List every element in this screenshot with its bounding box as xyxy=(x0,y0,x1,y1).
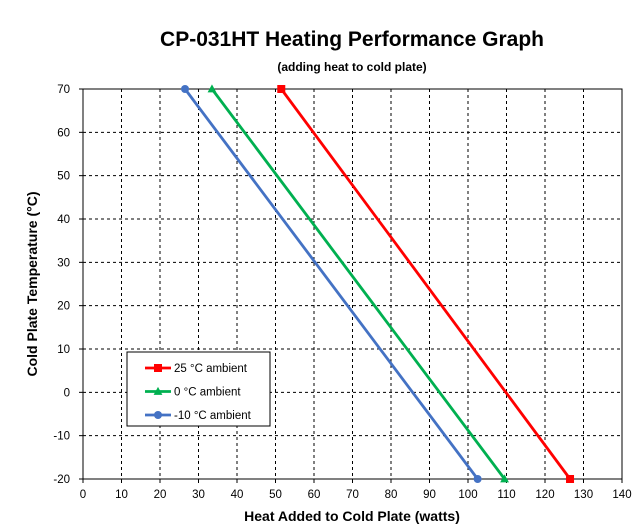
x-tick-label: 100 xyxy=(458,489,477,501)
x-tick-label: 0 xyxy=(80,489,86,501)
data-point xyxy=(181,85,190,93)
x-tick-label: 30 xyxy=(192,489,205,501)
y-tick-label: 0 xyxy=(64,387,70,399)
x-tick-label: 80 xyxy=(385,489,398,501)
x-tick-label: 140 xyxy=(612,489,631,501)
data-point xyxy=(277,85,286,93)
data-point xyxy=(473,475,482,483)
series-line xyxy=(183,88,479,480)
series-2 xyxy=(207,84,509,483)
y-tick-label: 20 xyxy=(57,301,70,313)
x-tick-label: 40 xyxy=(231,489,244,501)
y-axis-label: Cold Plate Temperature (°C) xyxy=(24,191,40,376)
y-tick-label: 50 xyxy=(57,171,70,183)
legend-marker xyxy=(154,364,162,372)
legend-item: 0 °C ambient xyxy=(145,387,241,399)
x-tick-label: 90 xyxy=(423,489,436,501)
x-axis-ticks: 0 10 20 30 40 50 60 70 80 90 100 110 120 130 140 xyxy=(80,479,632,501)
chart-title: CP-031HT Heating Performance Graph xyxy=(160,28,544,51)
legend-marker xyxy=(154,411,162,419)
x-tick-label: 60 xyxy=(308,489,321,501)
series-line xyxy=(280,88,572,480)
x-tick-label: 50 xyxy=(269,489,282,501)
y-tick-label: 30 xyxy=(57,257,70,269)
x-tick-label: 70 xyxy=(346,489,359,501)
x-tick-label: 120 xyxy=(535,489,554,501)
y-tick-label: -10 xyxy=(53,431,70,443)
legend: 25 °C ambient 0 °C ambient -10 °C ambient xyxy=(126,351,271,427)
y-tick-label: 70 xyxy=(57,84,70,96)
data-point xyxy=(207,84,217,93)
legend-item: -10 °C ambient xyxy=(145,410,252,422)
legend-label: 25 °C ambient xyxy=(174,363,248,375)
series xyxy=(181,84,575,483)
x-tick-label: 10 xyxy=(115,489,128,501)
data-point xyxy=(566,475,575,483)
legend-label: -10 °C ambient xyxy=(174,410,252,422)
legend-label: 0 °C ambient xyxy=(174,387,241,399)
legend-marker xyxy=(153,386,163,395)
y-tick-label: 10 xyxy=(57,344,70,356)
data-point xyxy=(500,474,509,483)
series-1 xyxy=(277,85,575,483)
x-axis-label: Heat Added to Cold Plate (watts) xyxy=(244,508,460,524)
x-tick-label: 110 xyxy=(497,489,515,501)
y-tick-label: 40 xyxy=(57,214,70,226)
x-tick-label: 130 xyxy=(574,489,593,501)
series-3 xyxy=(181,85,482,483)
y-tick-label: 60 xyxy=(57,127,70,139)
series-line xyxy=(210,88,506,480)
legend-item: 25 °C ambient xyxy=(145,363,248,375)
chart-subtitle: (adding heat to cold plate) xyxy=(277,60,426,74)
y-tick-label: -20 xyxy=(53,474,70,486)
x-tick-label: 20 xyxy=(154,489,167,501)
y-axis-ticks: -20 -10 0 10 20 30 40 50 60 70 xyxy=(53,84,83,486)
